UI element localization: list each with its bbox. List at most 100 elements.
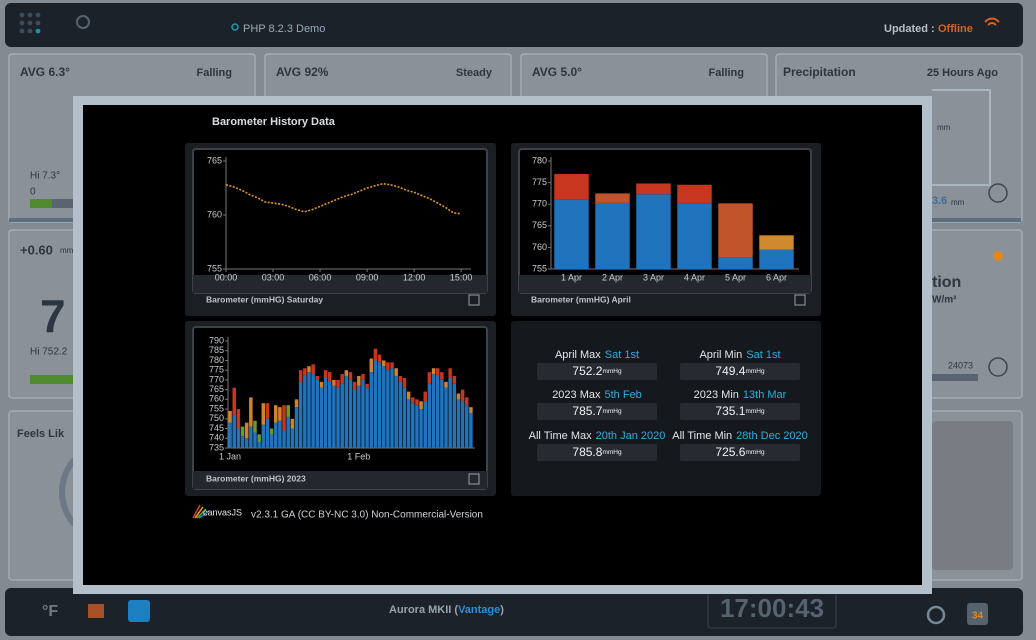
station-close: ) — [500, 604, 504, 616]
bar-segment — [298, 370, 303, 382]
chart-caption: Barometer (mmHG) April — [531, 294, 631, 304]
menu-dot[interactable] — [35, 28, 41, 34]
temp-bar-rest — [52, 199, 74, 208]
card-title: AVG 5.0° — [532, 65, 582, 79]
bar-segment — [332, 385, 336, 448]
bar-segment — [257, 434, 261, 443]
bar-segment — [361, 379, 365, 448]
menu-dot[interactable] — [19, 12, 25, 18]
bar-segment — [373, 360, 378, 448]
menu-dot[interactable] — [27, 20, 33, 26]
stat-value: 752.2mmHg — [572, 364, 622, 378]
bar-segment — [365, 387, 369, 448]
bar-segment — [554, 199, 589, 269]
bar-segment — [435, 368, 440, 377]
feels-like: Feels Lik — [17, 428, 65, 440]
y-tick-label: 745 — [209, 423, 224, 433]
bar-segment — [419, 401, 423, 410]
bar-segment — [278, 420, 282, 448]
stat-value-box — [537, 363, 657, 380]
menu-dot[interactable] — [35, 20, 41, 26]
bar-segment — [232, 387, 236, 415]
x-tick-label: 1 Apr — [561, 272, 582, 282]
bar-segment — [440, 372, 444, 380]
y-tick-label: 775 — [209, 365, 224, 375]
hi-temp: Hi 7.3° — [30, 171, 60, 182]
bar-segment — [677, 203, 712, 269]
expand-button[interactable] — [794, 294, 806, 306]
bar-segment — [460, 389, 465, 402]
bar-segment — [319, 381, 324, 388]
bar-segment — [394, 376, 398, 448]
bar-segment — [406, 391, 411, 400]
stat-number: 785.8 — [572, 445, 602, 459]
bar-segment — [465, 405, 469, 448]
bar-segment — [361, 374, 365, 380]
bar-segment — [677, 184, 712, 204]
bar-segment — [336, 387, 340, 448]
bar-segment — [228, 422, 232, 448]
stat-name: All Time Max — [529, 430, 592, 442]
expand-button[interactable] — [468, 294, 480, 306]
bar-segment — [448, 377, 452, 448]
updated-label: Updated : — [884, 23, 935, 35]
menu-dot[interactable] — [27, 12, 33, 18]
x-tick-label: 15:00 — [450, 272, 473, 282]
bar-segment — [419, 409, 423, 448]
card-trend: Falling — [709, 67, 744, 79]
bar-segment — [415, 399, 419, 406]
credit-version: v2.3.1 GA (CC BY-NC 3.0) Non-Commercial-… — [251, 510, 483, 521]
stat-value: 749.4mmHg — [715, 364, 765, 378]
stat-date: 13th Mar — [743, 389, 787, 401]
stat-value: 785.7mmHg — [572, 404, 622, 418]
stat-label: All Time Max 20th Jan 2020 — [529, 430, 666, 442]
bar-segment — [307, 366, 311, 373]
station: Aurora MKII (Vantage) — [389, 604, 504, 616]
x-tick-label: 09:00 — [356, 272, 379, 282]
bar-segment — [261, 424, 266, 448]
solar-chart-icon[interactable] — [988, 357, 1008, 377]
stat-number: 749.4 — [715, 364, 745, 378]
solar-label: tion — [932, 274, 961, 291]
y-tick-label: 740 — [209, 433, 224, 443]
bar-segment — [290, 428, 295, 448]
stat-value: 725.6mmHg — [715, 445, 765, 459]
bar-segment — [294, 407, 299, 448]
bar-segment — [327, 372, 332, 382]
stat-date: Sat 1st — [605, 349, 639, 361]
y-tick-label: 765 — [207, 155, 222, 165]
gauge-unit: mm — [937, 123, 951, 132]
settings-icon[interactable] — [76, 15, 90, 29]
menu-dot[interactable] — [19, 28, 25, 34]
bar-segment — [460, 401, 465, 448]
refresh-button[interactable] — [926, 605, 946, 625]
menu-dot[interactable] — [35, 12, 41, 18]
solar-value: 24073 — [948, 360, 973, 370]
x-tick-label: 4 Apr — [684, 272, 705, 282]
bar-segment — [440, 379, 444, 448]
bar-segment — [386, 370, 390, 448]
bar-segment — [406, 399, 411, 448]
weather-button[interactable] — [128, 600, 150, 622]
stat-value: 735.1mmHg — [715, 404, 765, 418]
rain-chart-icon[interactable] — [988, 183, 1008, 203]
expand-button[interactable] — [468, 473, 480, 485]
x-tick-label: 03:00 — [262, 272, 285, 282]
stat-unit: mmHg — [602, 449, 622, 456]
menu-dot[interactable] — [19, 20, 25, 26]
card-title: AVG 6.3° — [20, 65, 70, 79]
bar-segment — [394, 368, 398, 377]
station-name: Aurora MKII ( — [389, 604, 458, 616]
bar-segment — [244, 422, 249, 439]
bar-segment — [298, 381, 303, 448]
stat-value-box — [680, 403, 800, 420]
menu-dot[interactable] — [27, 28, 33, 34]
bar-segment — [402, 377, 407, 388]
bar-segment — [327, 381, 332, 448]
stat-value-box — [680, 363, 800, 380]
bar-segment — [636, 183, 671, 195]
bar-segment — [444, 387, 448, 448]
stat-name: 2023 Min — [694, 389, 739, 401]
chart-button[interactable] — [88, 604, 104, 618]
